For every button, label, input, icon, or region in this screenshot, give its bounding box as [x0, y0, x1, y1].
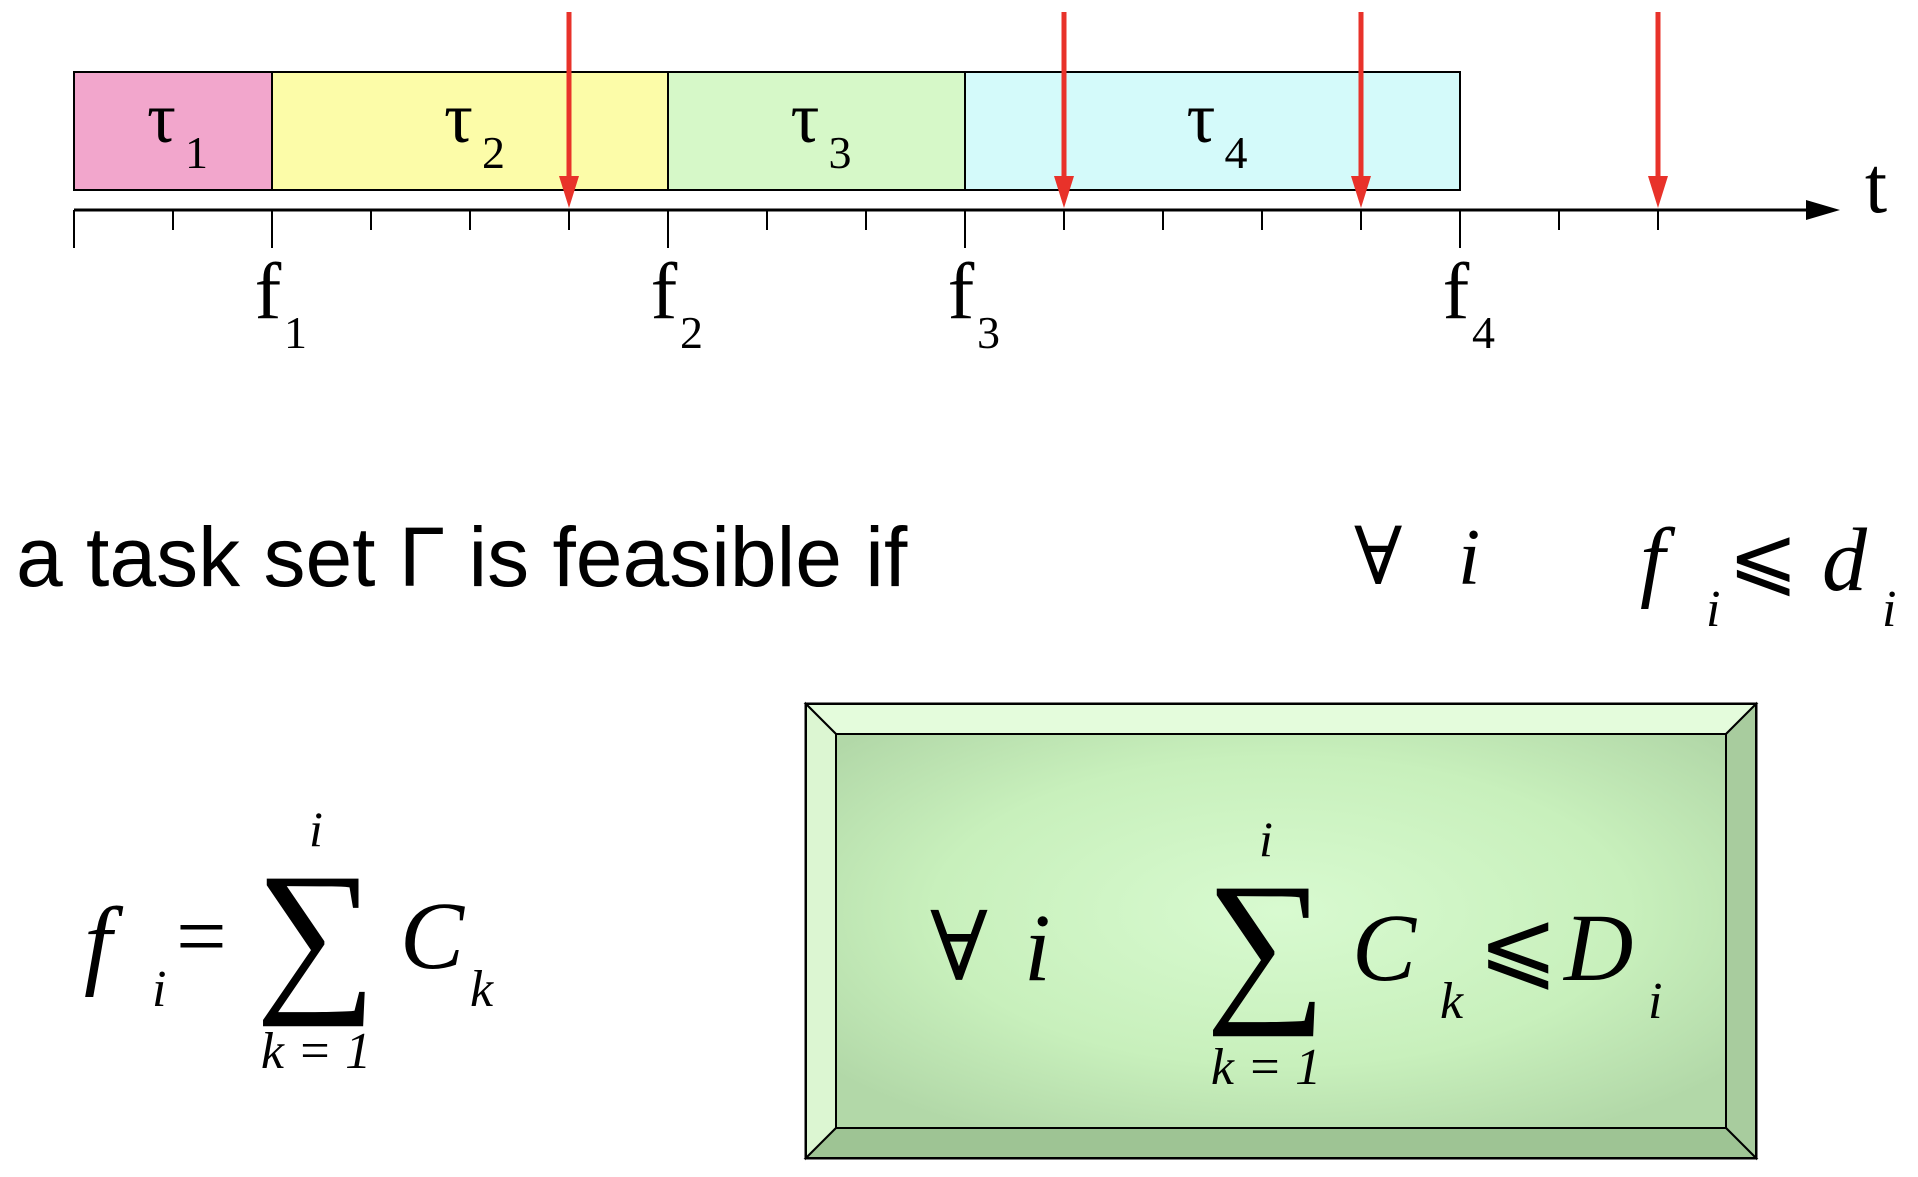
task-bar-4 — [964, 71, 1461, 191]
formula-sum-lower: k = 1 — [261, 1023, 371, 1080]
box-D: D — [1562, 894, 1633, 1001]
statement-text: a task set Γ is feasible if — [16, 510, 908, 604]
feasibility-statement: a task set Γ is feasible if ∀ i f i ⩽ d … — [16, 510, 1896, 638]
time-axis-label: t — [1865, 142, 1887, 230]
statement-f: f — [1640, 511, 1676, 610]
finish-time-formula: f i = i ∑ k = 1 C k — [84, 801, 494, 1080]
box-D-sub: i — [1648, 973, 1662, 1030]
task-bar-3 — [667, 71, 966, 191]
box-forall-symbol: ∀ — [930, 894, 988, 1001]
task-label-4: τ — [1187, 78, 1216, 158]
deadline-arrowhead-1 — [559, 176, 579, 208]
finish-label-sub-1: 1 — [284, 307, 307, 358]
task-label-sub-2: 2 — [482, 127, 505, 178]
deadline-arrows — [559, 12, 1668, 208]
formula-sum-upper: i — [309, 801, 323, 857]
deadline-arrowhead-4 — [1648, 176, 1668, 208]
formula-f-sub: i — [152, 961, 166, 1018]
task-label-2: τ — [444, 78, 473, 158]
formula-equals: = — [176, 887, 227, 986]
finish-label-3: f — [948, 248, 975, 336]
finish-label-sub-3: 3 — [977, 307, 1000, 358]
finish-label-1: f — [255, 248, 282, 336]
task-label-sub-1: 1 — [185, 127, 208, 178]
statement-var-i: i — [1458, 514, 1480, 602]
time-axis-arrowhead — [1806, 200, 1840, 220]
box-sum-upper: i — [1259, 811, 1273, 867]
finish-label-4: f — [1443, 248, 1470, 336]
finish-label-2: f — [651, 248, 678, 336]
deadline-arrowhead-2 — [1054, 176, 1074, 208]
statement-d: d — [1822, 511, 1868, 610]
task-bar-1 — [73, 71, 273, 191]
deadline-arrowhead-3 — [1351, 176, 1371, 208]
box-sigma: ∑ — [1205, 849, 1326, 1037]
statement-d-sub: i — [1882, 581, 1896, 638]
formula-sigma: ∑ — [255, 839, 376, 1027]
formula-f: f — [84, 887, 124, 998]
statement-leq: ⩽ — [1728, 512, 1798, 605]
box-var-i: i — [1024, 894, 1051, 1001]
box-C-sub: k — [1440, 973, 1464, 1030]
task-label-1: τ — [147, 78, 176, 158]
forall-symbol: ∀ — [1354, 514, 1402, 602]
box-sum-lower: k = 1 — [1211, 1039, 1321, 1096]
finish-label-sub-2: 2 — [680, 307, 703, 358]
task-label-sub-3: 3 — [829, 127, 852, 178]
task-label-sub-4: 4 — [1225, 127, 1248, 178]
box-leq: ⩽ — [1478, 892, 1558, 999]
axis-ticks — [73, 210, 1659, 248]
finish-label-sub-4: 4 — [1472, 307, 1495, 358]
formula-C-sub: k — [470, 961, 494, 1018]
task-label-3: τ — [791, 78, 820, 158]
box-C: C — [1352, 894, 1417, 1001]
task-bar-2 — [271, 71, 669, 191]
formula-C: C — [400, 882, 465, 989]
feasibility-condition-box: ∀ i i ∑ k = 1 C k ⩽ D i — [803, 701, 1759, 1161]
statement-f-sub: i — [1706, 581, 1720, 638]
